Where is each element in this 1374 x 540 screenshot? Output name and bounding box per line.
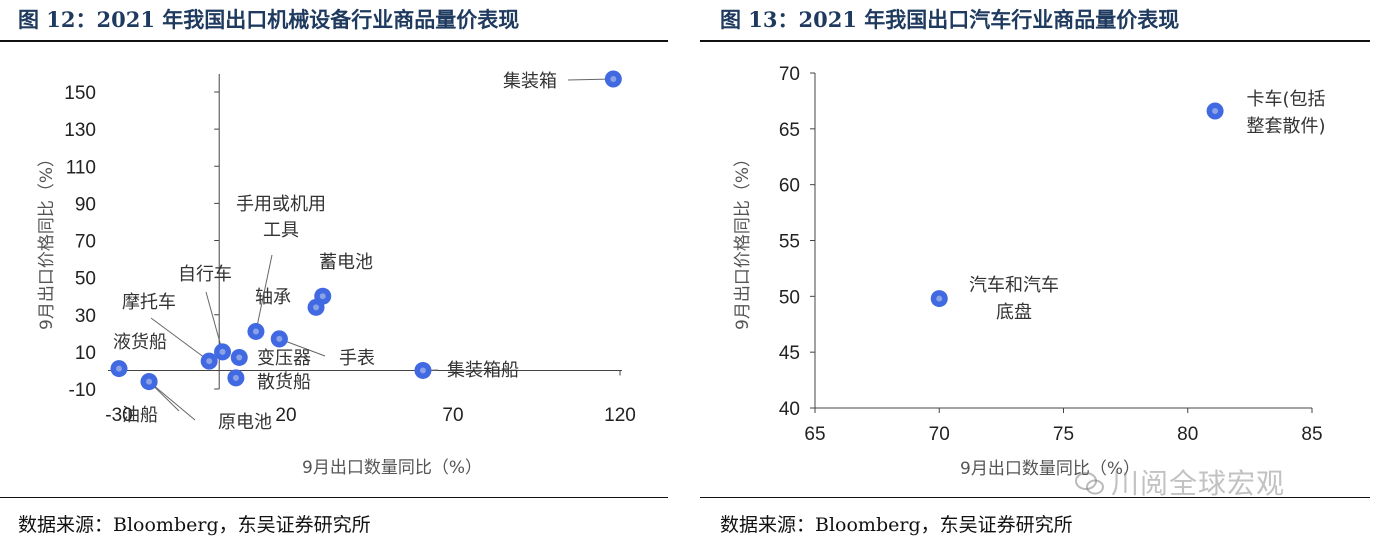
y-tick-label: 65 [779, 120, 800, 141]
x-tick-label: 85 [1301, 424, 1322, 445]
x-tick-label: 120 [604, 405, 636, 426]
y-tick-label: 60 [779, 176, 800, 197]
point-label-line: 卡车(包括 [1246, 89, 1325, 110]
scatter-chart-auto: 40 45 50 55 60 65 70 65 70 75 80 85 9月出口数量同比（%） 9月出口价… [733, 64, 1326, 479]
source-prefix: 数据来源： [18, 514, 114, 536]
point-label: 手表 [339, 348, 375, 369]
point-label: 手用或机用工具 [236, 194, 326, 241]
data-point-core [313, 304, 320, 311]
x-axis-title: 9月出口数量同比（%） [960, 459, 1140, 479]
left-figure-panel: 图 12：2021 年我国出口机械设备行业商品量价表现 -10 10 30 50 70 9… [0, 0, 680, 540]
point-label: 散货船 [257, 372, 311, 393]
point-label: 集装箱船 [447, 360, 519, 381]
data-point-core [610, 76, 617, 83]
y-tick-label: 70 [779, 64, 800, 85]
data-point-core [1212, 107, 1219, 114]
y-tick-label: 70 [75, 232, 96, 253]
data-point-core [116, 365, 122, 372]
y-tick-label: 10 [75, 343, 96, 364]
data-point-core [419, 367, 426, 374]
point-label-line: 手用或机用 [236, 194, 326, 215]
source-note: 数据来源：Bloomberg，东吴证券研究所 [18, 510, 371, 537]
point-label: 摩托车 [122, 292, 176, 313]
y-tick-label: 150 [64, 83, 96, 104]
point-label: 原电池 [218, 412, 272, 433]
y-tick-label: 45 [779, 343, 800, 364]
y-tick-label: 50 [75, 269, 96, 290]
x-tick-label: 20 [275, 405, 296, 426]
point-label: 液货船 [113, 332, 167, 353]
data-point-core [219, 348, 226, 355]
right-figure-panel: 图 13：2021 年我国出口汽车行业商品量价表现 40 45 50 55 60 65 70… [700, 0, 1374, 540]
point-label: 卡车(包括整套散件) [1246, 89, 1325, 137]
title-rule [0, 40, 668, 42]
data-point-core [206, 358, 213, 365]
x-tick-label: 80 [1177, 424, 1198, 445]
data-point-core [252, 328, 259, 335]
source-rule [700, 497, 1370, 498]
point-label-line: 底盘 [996, 302, 1032, 323]
point-label: 集装箱 [503, 71, 557, 92]
data-point-core [146, 378, 153, 385]
y-tick-label: 30 [75, 306, 96, 327]
source-rule [0, 497, 668, 498]
label-leader-line [205, 291, 224, 353]
label-leader-line [255, 254, 273, 332]
label-leader-line [150, 317, 210, 362]
y-tick-label: 40 [779, 399, 800, 420]
data-point-core [236, 354, 243, 361]
data-point-core [319, 293, 326, 300]
scatter-chart-machinery: -10 10 30 50 70 90 110 130 150 -30 20 70 120 9月出口数量同比… [37, 70, 636, 478]
source-text: Bloomberg，东吴证券研究所 [113, 514, 371, 536]
x-tick-label: 75 [1053, 424, 1074, 445]
point-label-line: 整套散件) [1246, 116, 1325, 137]
y-tick-label: 130 [64, 120, 96, 141]
figure-12-title: 图 12：2021 年我国出口机械设备行业商品量价表现 [18, 7, 520, 32]
watermark: 川阅全球宏观 [1075, 462, 1285, 502]
data-point-core [276, 335, 283, 342]
x-axis-title: 9月出口数量同比（%） [302, 458, 482, 478]
source-text: Bloomberg，东吴证券研究所 [815, 514, 1073, 536]
wechat-icon [1075, 472, 1104, 495]
y-axis-title: 9月出口价格同比（%） [37, 150, 57, 330]
y-tick-label: 90 [75, 194, 96, 215]
point-label-line: 汽车和汽车 [969, 275, 1059, 296]
point-label: 蓄电池 [319, 252, 373, 273]
point-label-line: 工具 [263, 220, 299, 241]
source-note: 数据来源：Bloomberg，东吴证券研究所 [720, 510, 1073, 537]
data-point-core [232, 374, 239, 381]
y-tick-label: 55 [779, 232, 800, 253]
source-prefix: 数据来源： [720, 514, 816, 536]
title-rule [700, 40, 1370, 42]
y-tick-label: -10 [69, 380, 96, 401]
point-label: 油船 [122, 405, 158, 426]
point-label: 变压器 [257, 348, 311, 369]
y-tick-label: 50 [779, 287, 800, 308]
watermark-text: 川阅全球宏观 [1111, 467, 1286, 500]
point-label: 轴承 [255, 287, 291, 308]
x-tick-label: 70 [929, 424, 950, 445]
point-label: 自行车 [178, 264, 232, 285]
y-tick-label: 110 [66, 157, 96, 178]
figure-13-title: 图 13：2021 年我国出口汽车行业商品量价表现 [720, 7, 1180, 32]
x-tick-label: 70 [442, 405, 463, 426]
point-label: 汽车和汽车底盘 [969, 275, 1059, 323]
data-point-core [936, 295, 943, 302]
y-axis-title: 9月出口价格同比（%） [733, 150, 753, 330]
x-tick-label: 65 [804, 424, 825, 445]
label-leader-line [148, 381, 196, 421]
x-tick-label: -30 [105, 405, 132, 426]
